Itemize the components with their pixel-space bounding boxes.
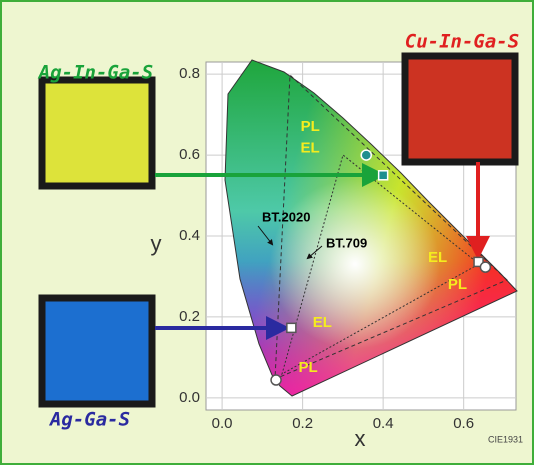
- point: [271, 375, 281, 385]
- y-tick-label: 0.2: [179, 308, 200, 325]
- swatch: [405, 56, 515, 162]
- point-label: PL: [301, 118, 320, 135]
- y-axis-label: y: [151, 231, 162, 256]
- x-tick-label: 0.0: [212, 415, 233, 432]
- figure: BT.2020 BT.709 CIE1931 x y 0.0 0.2 0.4 0.6 0…: [0, 0, 534, 465]
- swatch: [42, 298, 152, 404]
- x-tick-label: 0.6: [453, 415, 474, 432]
- point: [287, 323, 296, 332]
- x-tick-label: 0.4: [373, 415, 394, 432]
- y-tick-label: 0.0: [179, 389, 200, 406]
- sample-label: Ag-Ga-S: [48, 409, 130, 431]
- annotation: BT.709: [326, 235, 367, 250]
- point-label: PL: [298, 359, 317, 376]
- x-tick-label: 0.2: [292, 415, 313, 432]
- point-label: EL: [301, 139, 320, 156]
- point-label: EL: [428, 249, 447, 266]
- y-tick-label: 0.6: [179, 146, 200, 163]
- y-tick-label: 0.8: [179, 65, 200, 82]
- x-axis-label: x: [355, 426, 366, 451]
- point-label: PL: [448, 276, 467, 293]
- sample-label: Ag-In-Ga-S: [37, 62, 153, 84]
- point-label: EL: [313, 314, 332, 331]
- point: [480, 262, 490, 272]
- swatch: [42, 80, 152, 186]
- y-tick-label: 0.4: [179, 227, 200, 244]
- annotation: CIE1931: [488, 434, 523, 444]
- sample-label: Cu-In-Ga-S: [405, 31, 519, 53]
- annotation: BT.2020: [262, 209, 310, 224]
- point: [379, 171, 388, 180]
- point: [361, 150, 371, 160]
